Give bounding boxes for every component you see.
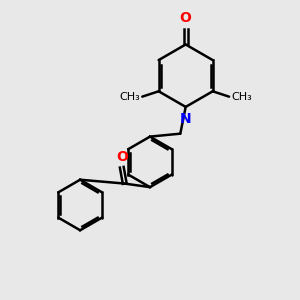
Text: O: O: [180, 11, 192, 26]
Text: CH₃: CH₃: [119, 92, 140, 102]
Text: O: O: [116, 150, 128, 164]
Text: CH₃: CH₃: [231, 92, 252, 102]
Text: N: N: [180, 112, 191, 126]
